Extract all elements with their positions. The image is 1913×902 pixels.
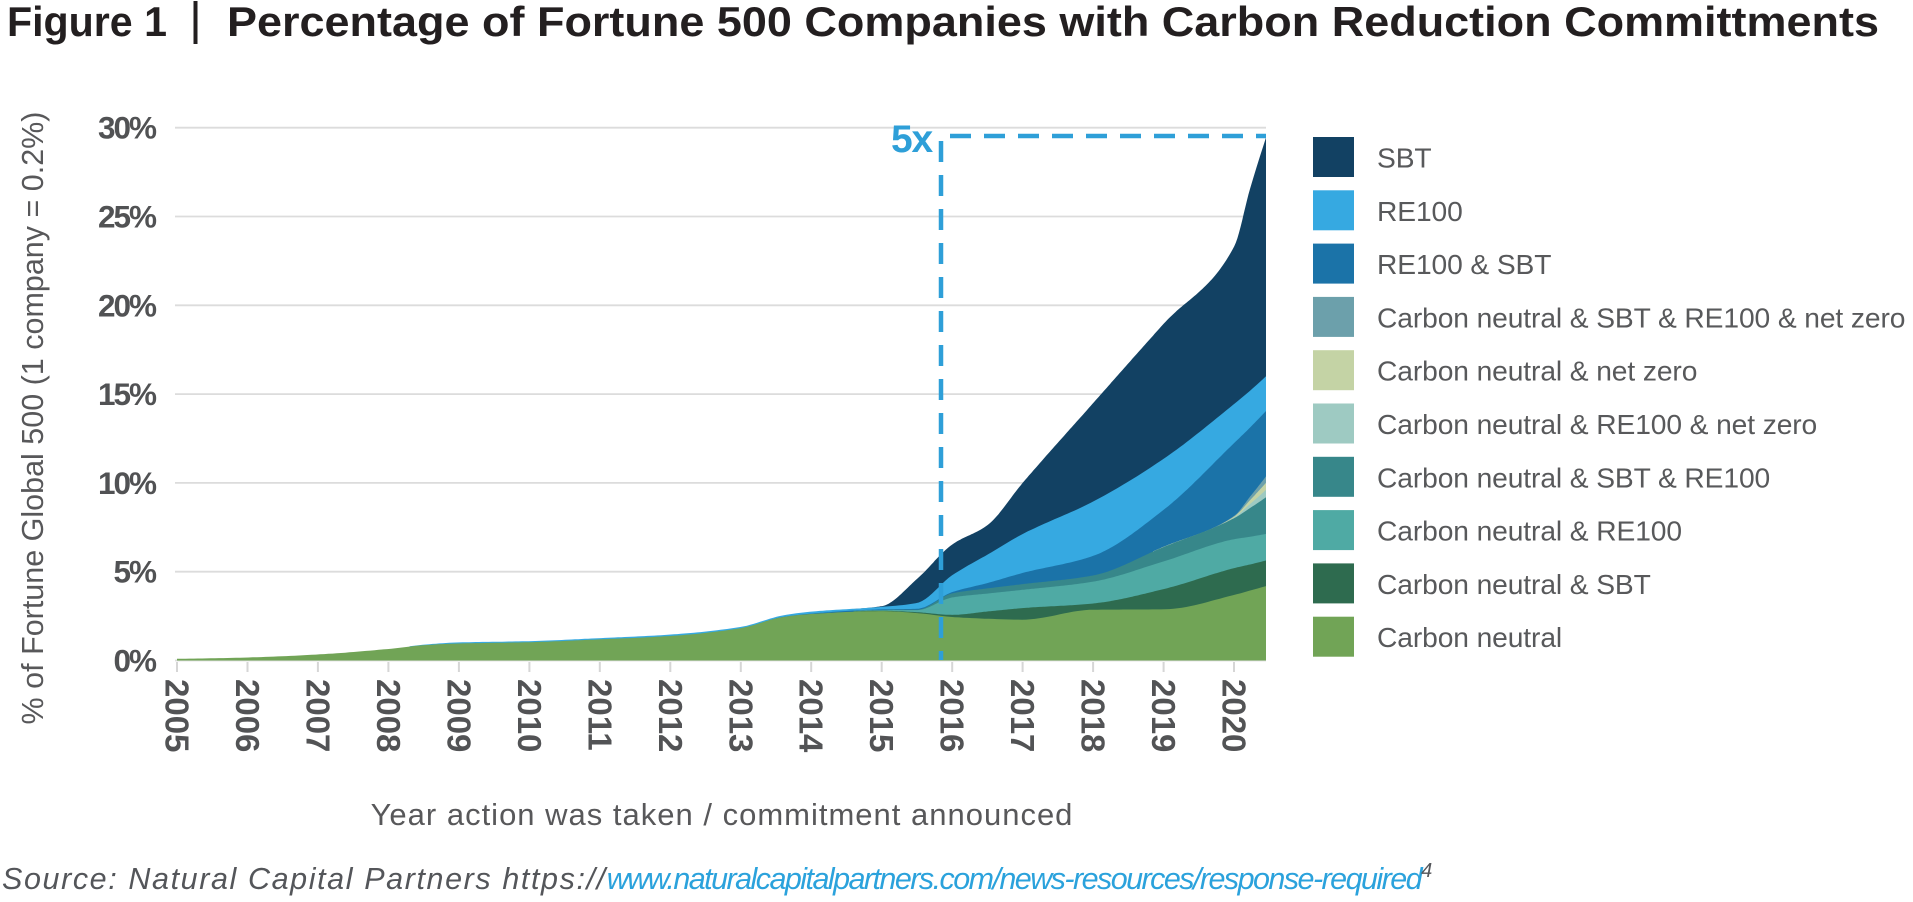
- svg-text:30%: 30%: [98, 110, 157, 146]
- svg-text:2015: 2015: [863, 679, 900, 752]
- svg-text:2012: 2012: [652, 679, 689, 752]
- svg-text:2020: 2020: [1216, 679, 1253, 752]
- svg-text:15%: 15%: [98, 376, 157, 412]
- svg-text:0%: 0%: [113, 643, 157, 679]
- svg-text:2014: 2014: [793, 679, 830, 753]
- svg-text:Carbon neutral & SBT: Carbon neutral & SBT: [1377, 568, 1651, 600]
- svg-text:2006: 2006: [229, 679, 266, 752]
- svg-text:RE100 & SBT: RE100 & SBT: [1377, 248, 1551, 280]
- svg-text:Carbon neutral & SBT & RE100 &: Carbon neutral & SBT & RE100 & net zero: [1377, 301, 1905, 333]
- svg-text:2016: 2016: [934, 679, 971, 752]
- svg-text:2019: 2019: [1145, 679, 1182, 752]
- svg-text:2005: 2005: [159, 679, 196, 752]
- svg-text:20%: 20%: [98, 287, 157, 323]
- svg-text:Figure 1: Figure 1: [7, 0, 167, 45]
- svg-text:Carbon neutral: Carbon neutral: [1377, 621, 1562, 653]
- svg-text:RE100: RE100: [1377, 195, 1463, 227]
- svg-text:2009: 2009: [440, 679, 477, 752]
- svg-text:Carbon neutral & SBT & RE100: Carbon neutral & SBT & RE100: [1377, 461, 1770, 493]
- svg-text:Source: Natural Capital Partne: Source: Natural Capital Partners https:/…: [2, 860, 1432, 896]
- svg-text:% of Fortune Global 500 (1 com: % of Fortune Global 500 (1 company = 0.2…: [16, 112, 50, 725]
- svg-text:Percentage of Fortune 500 Comp: Percentage of Fortune 500 Companies with…: [227, 0, 1879, 45]
- svg-text:2011: 2011: [581, 679, 618, 751]
- svg-text:2007: 2007: [299, 679, 336, 752]
- svg-text:2008: 2008: [370, 679, 407, 752]
- svg-text:SBT: SBT: [1377, 142, 1432, 174]
- svg-text:10%: 10%: [98, 465, 157, 501]
- svg-text:5%: 5%: [113, 554, 157, 590]
- svg-text:2010: 2010: [511, 679, 548, 752]
- svg-text:Year action was taken / commit: Year action was taken / commitment annou…: [371, 797, 1074, 832]
- svg-text:25%: 25%: [98, 199, 157, 235]
- svg-text:2017: 2017: [1004, 679, 1041, 752]
- svg-text:2018: 2018: [1075, 679, 1112, 752]
- svg-text:Carbon neutral & RE100: Carbon neutral & RE100: [1377, 515, 1682, 547]
- svg-text:5x: 5x: [891, 118, 933, 161]
- svg-text:2013: 2013: [722, 679, 759, 752]
- svg-text:Carbon neutral & RE100 & net z: Carbon neutral & RE100 & net zero: [1377, 408, 1817, 440]
- svg-text:Carbon neutral & net zero: Carbon neutral & net zero: [1377, 355, 1697, 387]
